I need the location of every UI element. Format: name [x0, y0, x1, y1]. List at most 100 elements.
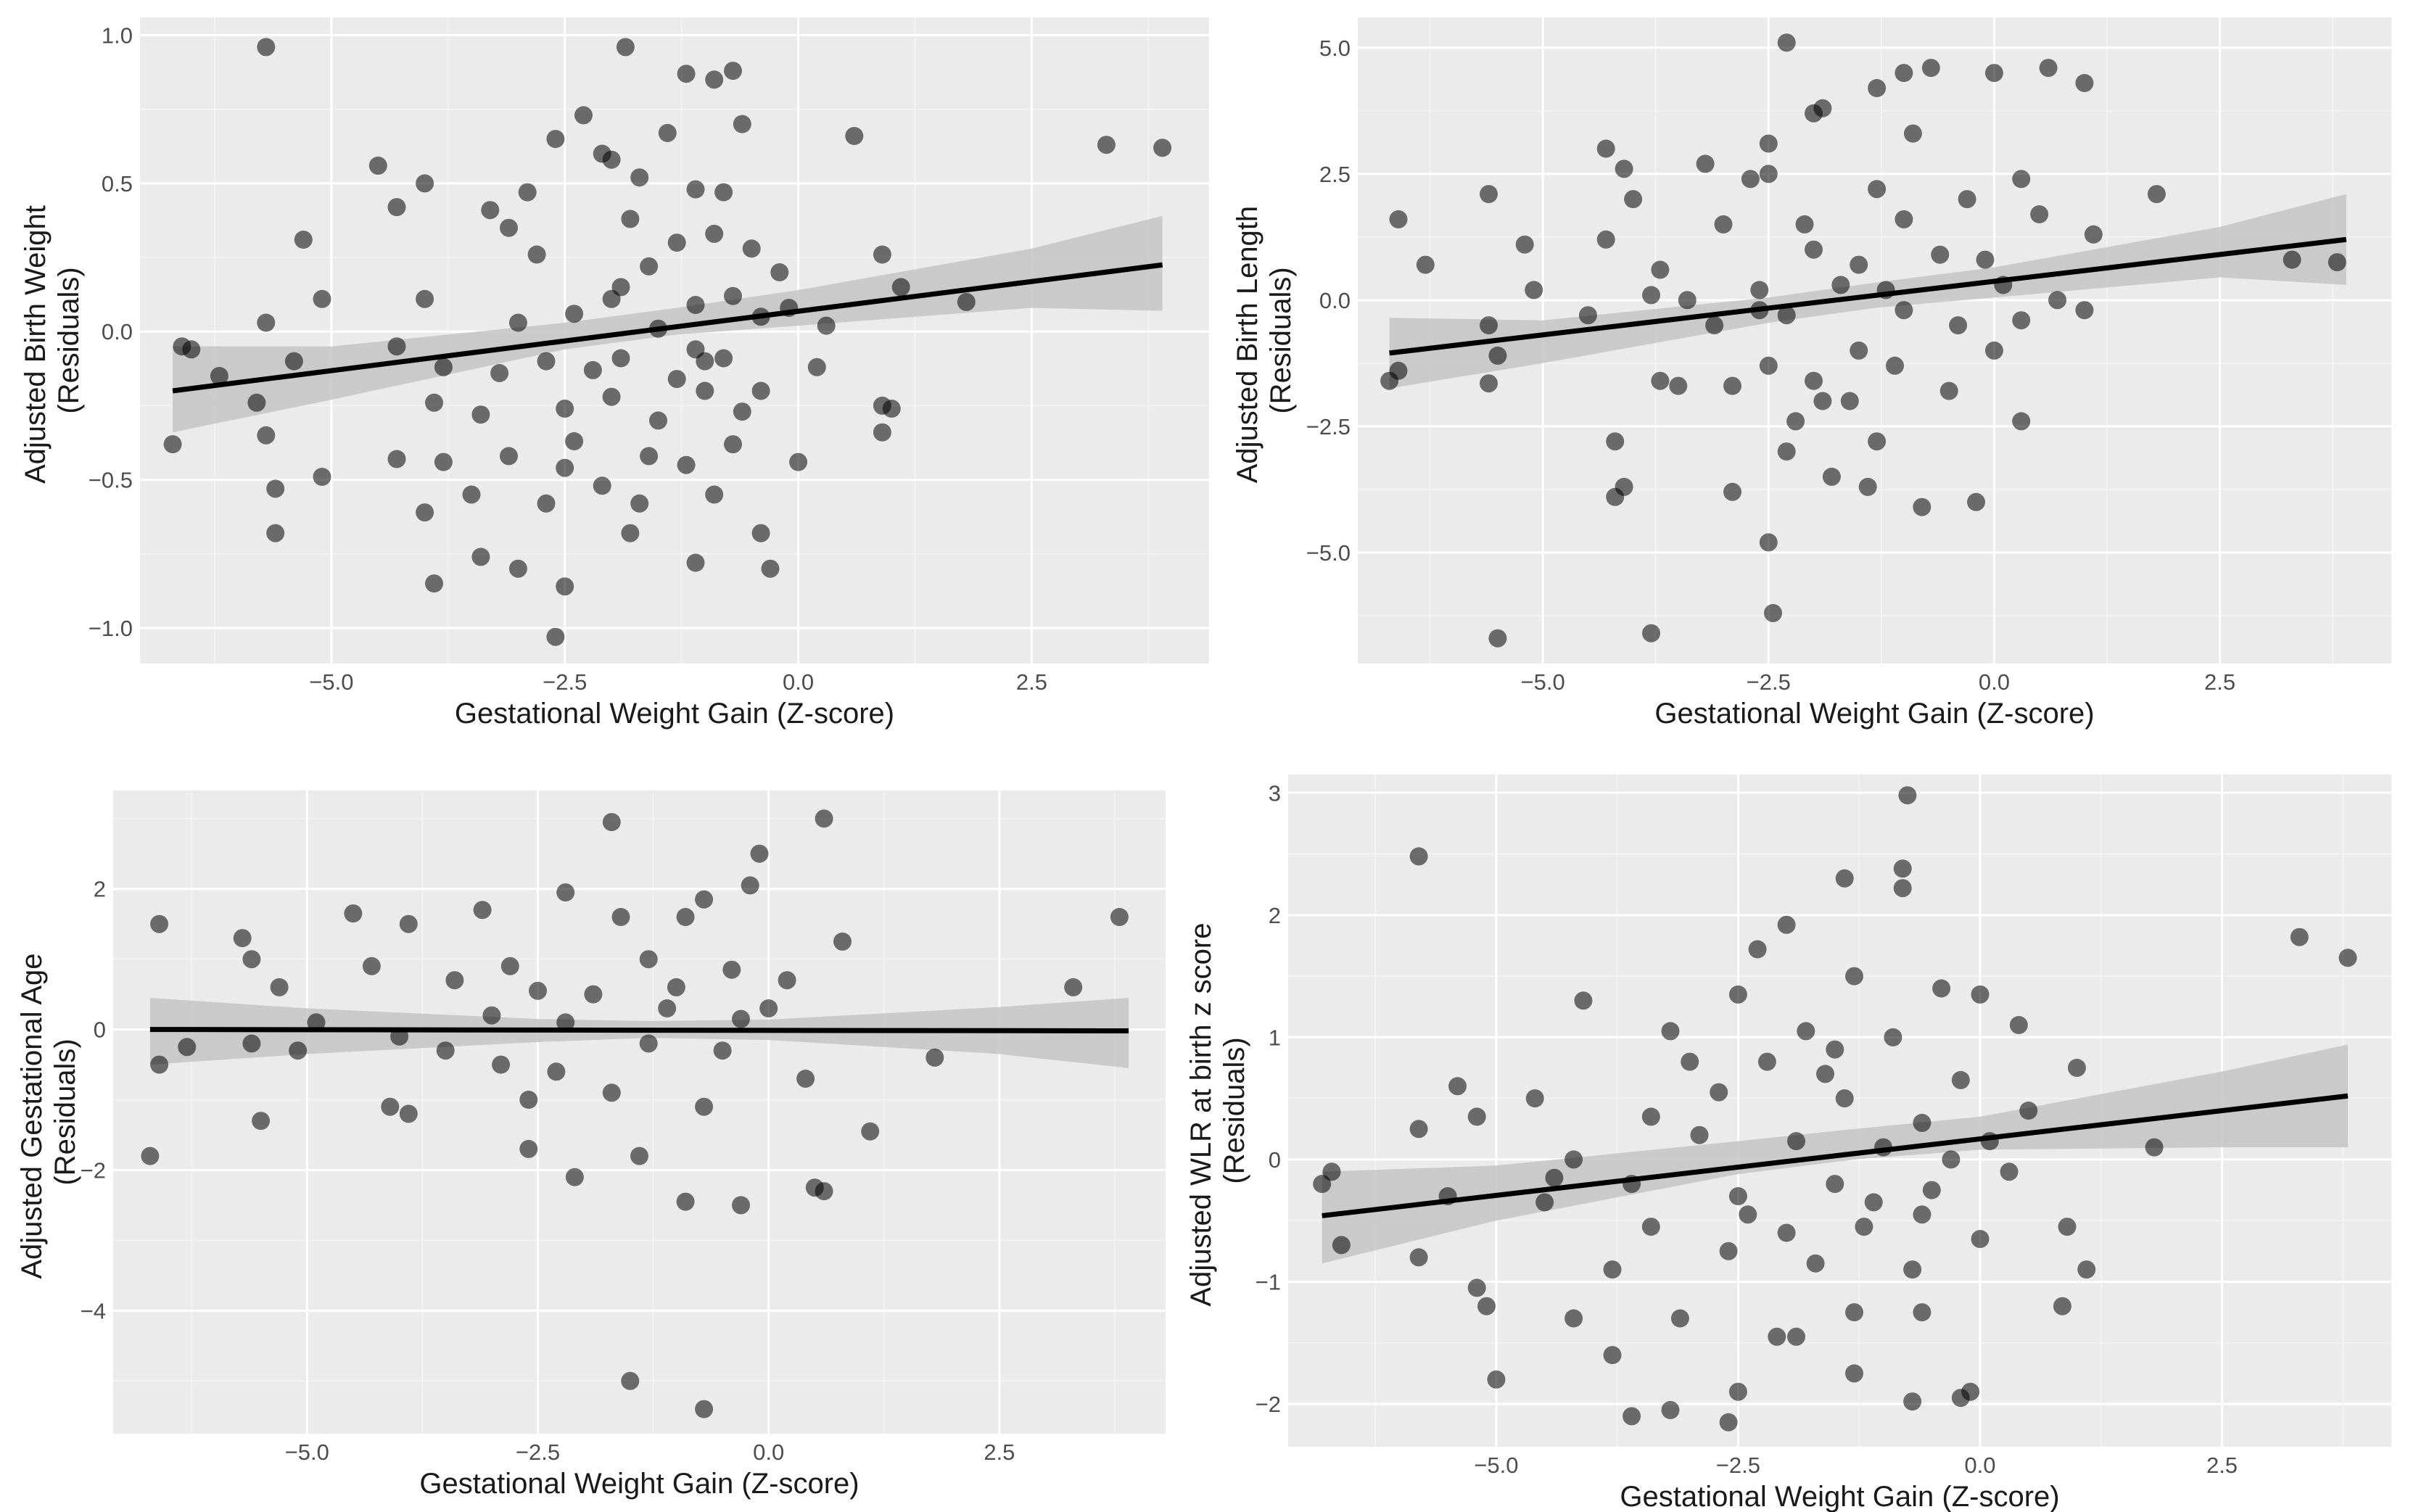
- data-point: [1603, 1260, 1622, 1279]
- data-point: [2067, 1059, 2086, 1077]
- data-point: [173, 337, 191, 356]
- data-point: [462, 485, 481, 504]
- data-point: [640, 257, 659, 276]
- data-point: [546, 130, 565, 149]
- data-point: [1651, 371, 1670, 390]
- data-point: [1895, 301, 1913, 320]
- data-point: [556, 577, 574, 596]
- data-point: [1487, 1370, 1506, 1389]
- chart-gestational-age: −5.0 −2.5 0.0 2.5 −4 −2 0 2 Gestational Weight …: [16, 790, 1166, 1500]
- data-point: [1416, 255, 1435, 274]
- data-point: [1777, 306, 1796, 325]
- x-axis-title: Gestational Weight Gain (Z-score): [419, 1468, 859, 1500]
- data-point: [1893, 879, 1912, 898]
- data-point: [1984, 341, 2003, 360]
- data-point: [677, 455, 696, 474]
- data-point: [1409, 1248, 1428, 1267]
- data-point: [368, 156, 387, 175]
- data-point: [1922, 1181, 1941, 1199]
- x-tick-label: 0.0: [753, 1439, 784, 1465]
- y-axis-title-line-1: Adjusted WLR at birth z score: [1185, 923, 1217, 1307]
- data-point: [833, 932, 852, 951]
- data-point: [284, 352, 303, 371]
- chart-birth-weight: −5.0 −2.5 0.0 2.5 −1.0 −0.5 0.0 0.5 1.0 Gestatio…: [20, 17, 1209, 730]
- data-point: [518, 183, 537, 202]
- data-point: [1795, 215, 1814, 234]
- data-point: [1448, 1077, 1467, 1096]
- data-point: [289, 1041, 308, 1060]
- data-point: [565, 305, 584, 323]
- data-point: [1153, 139, 1172, 157]
- data-point: [307, 1013, 326, 1032]
- data-point: [2075, 74, 2094, 92]
- data-point: [611, 349, 630, 368]
- data-point: [416, 503, 434, 522]
- data-point: [1931, 245, 1950, 264]
- data-point: [482, 1006, 501, 1025]
- data-point: [695, 1097, 714, 1116]
- data-point: [1858, 477, 1877, 496]
- y-tick-label: 0.0: [1319, 288, 1351, 313]
- data-point: [1615, 477, 1633, 496]
- data-point: [667, 978, 685, 996]
- data-point: [1816, 1065, 1834, 1083]
- data-point: [1757, 1052, 1776, 1071]
- data-point: [2009, 1016, 2028, 1034]
- data-point: [1813, 99, 1832, 117]
- data-point: [1728, 985, 1747, 1004]
- data-point: [873, 423, 891, 442]
- y-axis-title-line-2: (Residuals): [1219, 1037, 1250, 1183]
- data-point: [1913, 1113, 1932, 1132]
- data-point: [583, 360, 602, 379]
- tick-labels: −5.0 −2.5 0.0 2.5 −2 −1 0 1 2 3: [1256, 780, 2238, 1478]
- data-point: [1826, 1175, 1844, 1194]
- x-tick-label: −5.0: [309, 669, 353, 695]
- data-point: [873, 245, 891, 264]
- data-point: [1574, 991, 1593, 1010]
- data-point: [387, 450, 406, 468]
- data-point: [1719, 1242, 1738, 1260]
- data-point: [1976, 250, 1995, 269]
- data-point: [1661, 1400, 1680, 1419]
- data-point: [492, 1055, 511, 1074]
- data-point: [724, 286, 742, 305]
- y-tick-label: −1.0: [88, 616, 133, 641]
- data-point: [649, 411, 667, 430]
- chart-wlr-z-score: −5.0 −2.5 0.0 2.5 −2 −1 0 1 2 3 Gestational Weigh…: [1185, 774, 2391, 1512]
- data-point: [1578, 306, 1597, 325]
- data-point: [705, 485, 724, 504]
- data-point: [233, 929, 252, 948]
- data-point: [257, 313, 276, 332]
- data-point: [1651, 260, 1670, 279]
- data-point: [695, 1400, 714, 1418]
- x-tick-label: 2.5: [984, 1439, 1015, 1465]
- data-point: [1913, 1205, 1932, 1224]
- data-point: [1886, 356, 1904, 375]
- data-point: [1768, 1327, 1786, 1346]
- data-point: [714, 183, 733, 202]
- data-point: [1845, 1303, 1863, 1322]
- data-point: [2147, 185, 2166, 204]
- data-point: [1895, 210, 1913, 228]
- panel-background: [140, 17, 1209, 664]
- data-point: [1515, 235, 1534, 254]
- data-point: [1895, 64, 1913, 83]
- data-point: [519, 1091, 538, 1109]
- data-point: [1759, 533, 1778, 552]
- data-point: [1903, 1392, 1922, 1411]
- y-tick-label: −0.5: [88, 468, 133, 493]
- data-point: [556, 883, 575, 902]
- tick-labels: −5.0 −2.5 0.0 2.5 −5.0 −2.5 0.0 2.5 5.0: [1306, 36, 2235, 695]
- data-point: [1596, 139, 1615, 158]
- data-point: [1642, 624, 1660, 643]
- y-tick-label: 0.0: [102, 319, 133, 344]
- data-point: [1831, 276, 1850, 294]
- data-point: [741, 876, 759, 895]
- data-point: [1898, 786, 1917, 805]
- y-axis-title-line-2: (Residuals): [1265, 267, 1297, 413]
- data-point: [696, 352, 714, 371]
- data-point: [676, 1192, 695, 1211]
- data-point: [602, 289, 621, 308]
- data-point: [696, 381, 714, 400]
- data-point: [1332, 1236, 1351, 1255]
